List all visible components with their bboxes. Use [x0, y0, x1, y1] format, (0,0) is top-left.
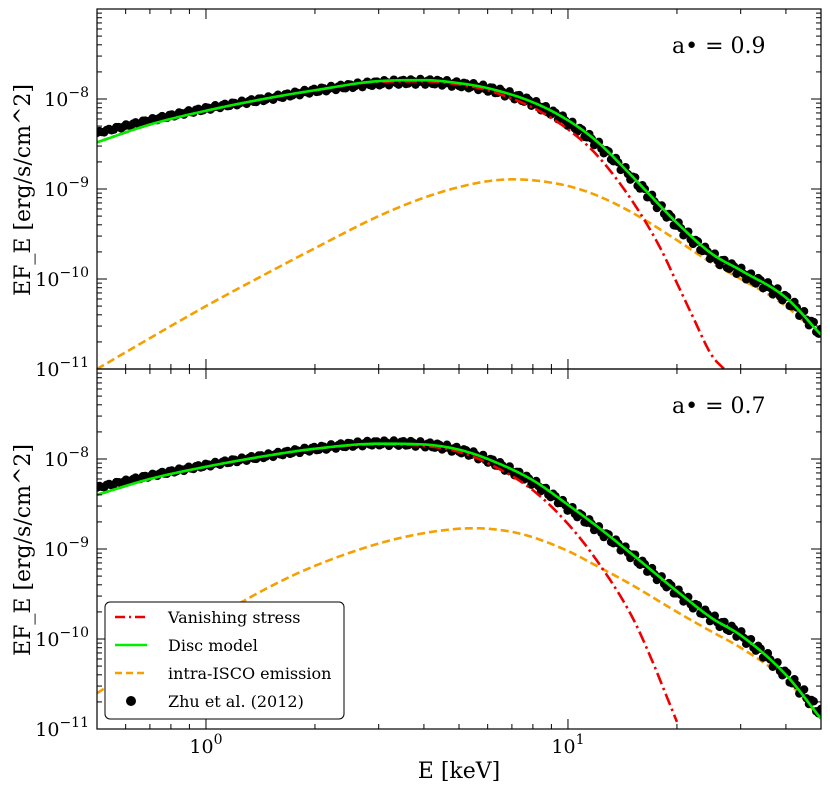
- legend-disc-model-label: Disc model: [168, 636, 258, 655]
- legend-box: [104, 601, 345, 720]
- data-point: [621, 162, 630, 172]
- legend: Vanishing stress Disc model intra-ISCO e…: [104, 601, 345, 720]
- x-tick-label: 100: [189, 732, 222, 758]
- data-point: [684, 227, 693, 236]
- bottom-panel-curves: [97, 436, 821, 723]
- legend-intra-isco-label: intra-ISCO emission: [168, 664, 331, 683]
- panel2-disc-model-line: [97, 442, 821, 720]
- data-point: [630, 550, 640, 559]
- panel2-intra-isco-emission-line: [97, 526, 821, 720]
- bottom-panel-annotation: a• = 0.7: [672, 394, 766, 419]
- panel1-disc-model-line: [97, 78, 821, 336]
- panel1-intra-isco-emission-line: [97, 178, 821, 369]
- panel2-y-tick-label: 10−9: [44, 535, 89, 561]
- panel1-y-tick-label: 10−9: [44, 175, 89, 201]
- x-tick-label: 101: [551, 732, 584, 758]
- panel1-y-tick-label: 10−11: [35, 355, 89, 381]
- bottom-panel-frame: [96, 368, 822, 730]
- panel1-vanishing-stress-line: [97, 80, 726, 369]
- x-axis-label: E [keV]: [418, 759, 500, 784]
- panel1-zhu-data-points: [97, 74, 821, 338]
- panel1-y-tick-label: 10−10: [35, 265, 89, 291]
- top-panel-frame: [96, 8, 822, 370]
- data-point: [809, 697, 818, 706]
- panel2-y-tick-label: 10−8: [44, 445, 89, 471]
- panel1-y-tick-label: 10−8: [44, 85, 89, 111]
- legend-vanishing-stress-label: Vanishing stress: [167, 608, 301, 627]
- data-point: [657, 201, 666, 210]
- data-point: [630, 173, 640, 182]
- axis-ticks: [96, 9, 822, 730]
- top-panel-annotation: a• = 0.9: [672, 34, 766, 59]
- panel2-y-tick-label: 10−10: [35, 625, 89, 651]
- bottom-y-axis-label: EF_E [erg/s/cm^2]: [11, 444, 36, 656]
- legend-zhu-swatch: [126, 696, 136, 706]
- panel2-y-tick-label: 10−11: [35, 715, 89, 741]
- top-panel-curves: [97, 74, 821, 369]
- top-y-axis-label: EF_E [erg/s/cm^2]: [11, 84, 36, 296]
- tick-labels: 10−11 10−10 10−9 10−8 10−11 10−10 10−9 10−8 100 1…: [35, 85, 584, 758]
- legend-zhu-label: Zhu et al. (2012): [168, 692, 304, 711]
- data-point: [816, 704, 821, 714]
- data-point: [799, 685, 809, 694]
